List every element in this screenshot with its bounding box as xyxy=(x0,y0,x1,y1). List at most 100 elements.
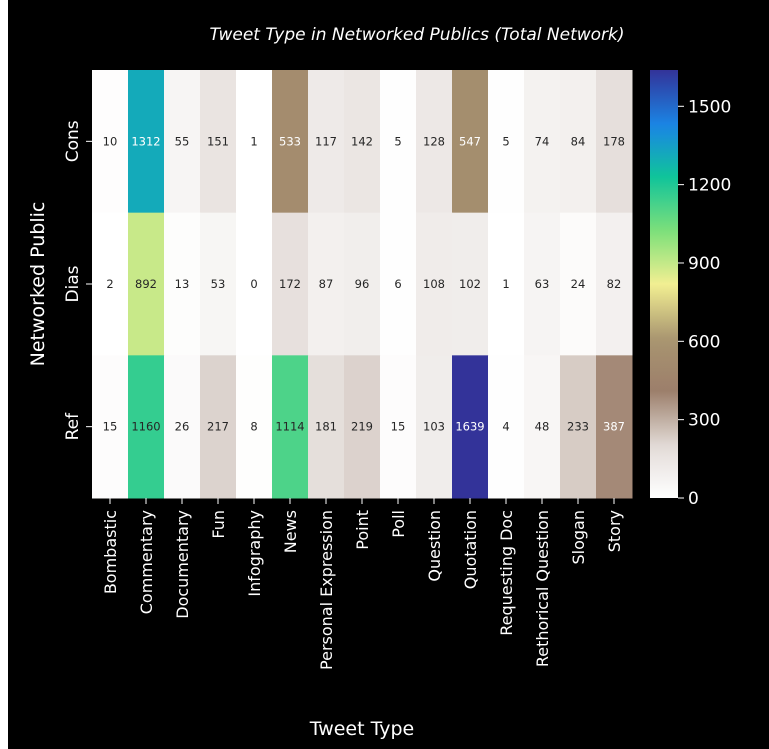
heatmap-cell xyxy=(164,212,201,356)
x-tick-label: Requesting Doc xyxy=(497,510,516,636)
cell-value-label: 15 xyxy=(103,420,118,434)
cell-value-label: 53 xyxy=(211,277,226,291)
cell-value-label: 387 xyxy=(603,420,625,434)
cell-value-label: 1312 xyxy=(131,134,160,148)
cell-value-label: 217 xyxy=(207,420,229,434)
cell-value-label: 1160 xyxy=(131,420,160,434)
heatmap-cell xyxy=(272,70,309,214)
heatmap-cell xyxy=(524,70,561,214)
cell-value-label: 181 xyxy=(315,420,337,434)
heatmap-cell xyxy=(488,70,525,214)
cell-value-label: 128 xyxy=(423,134,445,148)
heatmap-cell xyxy=(452,70,489,214)
cell-value-label: 233 xyxy=(567,420,589,434)
x-tick-label: Point xyxy=(353,510,372,550)
heatmap-cell xyxy=(236,70,273,214)
cell-value-label: 8 xyxy=(250,420,257,434)
cell-value-label: 5 xyxy=(394,134,401,148)
cell-value-label: 55 xyxy=(175,134,190,148)
cell-value-label: 26 xyxy=(175,420,190,434)
heatmap-cell xyxy=(560,355,597,499)
cell-value-label: 84 xyxy=(571,134,586,148)
x-tick-label: News xyxy=(281,510,300,553)
cell-value-label: 82 xyxy=(607,277,622,291)
heatmap-cell xyxy=(200,212,237,356)
y-tick-label: Ref xyxy=(63,412,83,441)
heatmap-cell xyxy=(236,212,273,356)
x-tick-label: Personal Expression xyxy=(317,510,336,670)
cell-value-label: 63 xyxy=(535,277,550,291)
colorbar-tick-label: 0 xyxy=(688,489,699,509)
cell-value-label: 892 xyxy=(135,277,157,291)
colorbar-tick-label: 900 xyxy=(688,254,720,274)
heatmap-cell xyxy=(452,355,489,499)
x-tick-label: Quotation xyxy=(461,510,480,589)
heatmap-cell xyxy=(344,70,381,214)
cell-value-label: 547 xyxy=(459,134,481,148)
cell-value-label: 1639 xyxy=(455,420,484,434)
cell-value-label: 5 xyxy=(502,134,509,148)
heatmap-cell xyxy=(380,70,417,214)
heatmap-cell xyxy=(200,355,237,499)
cell-value-label: 4 xyxy=(502,420,509,434)
x-tick-label: Fun xyxy=(209,510,228,539)
heatmap-cell xyxy=(560,70,597,214)
cell-value-label: 2 xyxy=(106,277,113,291)
x-tick-label: Rethorical Question xyxy=(533,510,552,667)
x-tick-label: Commentary xyxy=(137,510,156,614)
x-tick-label: Documentary xyxy=(173,510,192,619)
heatmap-cell xyxy=(596,212,633,356)
cell-value-label: 151 xyxy=(207,134,229,148)
chart-title: Tweet Type in Networked Publics (Total N… xyxy=(209,25,624,45)
cell-value-label: 6 xyxy=(394,277,401,291)
heatmap-cell xyxy=(416,70,453,214)
cell-value-label: 10 xyxy=(103,134,118,148)
heatmap-cell xyxy=(92,212,129,356)
y-tick-label: Dias xyxy=(63,265,83,302)
heatmap-cell xyxy=(344,355,381,499)
heatmap-cell xyxy=(452,212,489,356)
cell-value-label: 103 xyxy=(423,420,445,434)
x-tick-label: Poll xyxy=(389,510,408,538)
heatmap-cell xyxy=(380,355,417,499)
cell-value-label: 142 xyxy=(351,134,373,148)
cell-value-label: 13 xyxy=(175,277,190,291)
x-tick-label: Slogan xyxy=(569,510,588,565)
cell-value-label: 219 xyxy=(351,420,373,434)
x-axis-label: Tweet Type xyxy=(309,718,415,740)
cell-value-label: 533 xyxy=(279,134,301,148)
heatmap-cell xyxy=(344,212,381,356)
heatmap-cell xyxy=(524,355,561,499)
heatmap-cell xyxy=(560,212,597,356)
cell-value-label: 1114 xyxy=(275,420,304,434)
heatmap-cell xyxy=(524,212,561,356)
heatmap-cell xyxy=(128,355,165,499)
x-tick-label: Story xyxy=(605,510,624,552)
colorbar xyxy=(650,70,678,498)
cell-value-label: 0 xyxy=(250,277,257,291)
heatmap-cell xyxy=(380,212,417,356)
y-axis-label: Networked Public xyxy=(27,202,49,367)
heatmap-cell xyxy=(92,355,129,499)
cell-value-label: 15 xyxy=(391,420,406,434)
heatmap-cell xyxy=(128,212,165,356)
colorbar-tick-label: 600 xyxy=(688,332,720,352)
heatmap-cell xyxy=(596,70,633,214)
heatmap-cell xyxy=(272,212,309,356)
heatmap-cell xyxy=(236,355,273,499)
heatmap-cell xyxy=(308,70,345,214)
cell-value-label: 102 xyxy=(459,277,481,291)
heatmap-cell xyxy=(200,70,237,214)
colorbar-tick-label: 1200 xyxy=(688,176,731,196)
cell-value-label: 74 xyxy=(535,134,550,148)
heatmap-cell xyxy=(272,355,309,499)
cell-value-label: 108 xyxy=(423,277,445,291)
x-tick-label: Infography xyxy=(245,510,264,597)
heatmap-cell xyxy=(308,355,345,499)
heatmap-cell xyxy=(488,212,525,356)
cell-value-label: 178 xyxy=(603,134,625,148)
heatmap-cell xyxy=(416,355,453,499)
colorbar-tick-label: 1500 xyxy=(688,97,731,117)
cell-value-label: 1 xyxy=(502,277,509,291)
